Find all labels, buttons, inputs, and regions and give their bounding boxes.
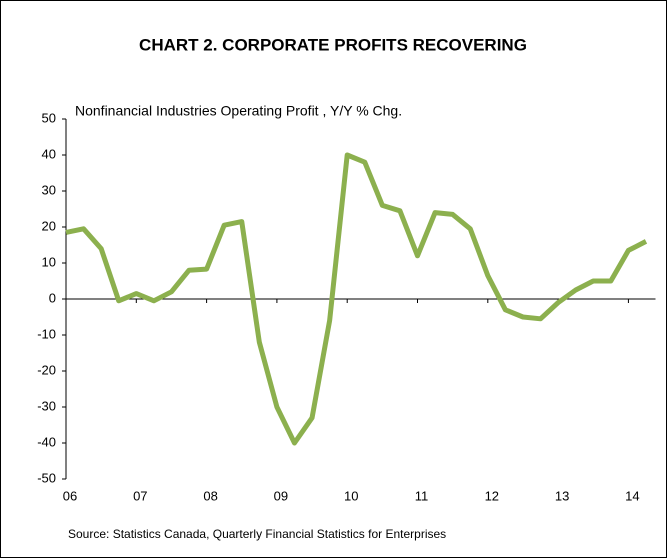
x-tick-label: 10 (344, 488, 358, 503)
y-tick-label: 10 (42, 254, 56, 269)
line-series (65, 152, 648, 446)
y-tick-label: 0 (49, 290, 56, 305)
x-tick-label: 12 (485, 488, 499, 503)
y-tick-label: -40 (37, 434, 56, 449)
chart-title: CHART 2. CORPORATE PROFITS RECOVERING (139, 35, 527, 54)
y-tick-label: 50 (42, 110, 56, 125)
y-tick-label: 40 (42, 146, 56, 161)
x-tick-label: 14 (625, 488, 639, 503)
x-tick-label: 13 (555, 488, 569, 503)
y-tick-label: -30 (37, 398, 56, 413)
source: Source: Statistics Canada, Quarterly Fin… (68, 527, 446, 541)
y-tick-label: 30 (42, 182, 56, 197)
x-tick-label: 08 (203, 488, 217, 503)
y-tick-label: -50 (37, 470, 56, 485)
x-tick-label: 09 (274, 488, 288, 503)
subtitle: Nonfinancial Industries Operating Profit… (75, 103, 402, 119)
y-tick-label: -20 (37, 362, 56, 377)
y-tick-label: -10 (37, 326, 56, 341)
x-tick-label: 11 (415, 488, 429, 503)
x-tick-label: 07 (133, 488, 147, 503)
y-tick-label: 20 (42, 218, 56, 233)
x-tick-label: 06 (63, 488, 77, 503)
